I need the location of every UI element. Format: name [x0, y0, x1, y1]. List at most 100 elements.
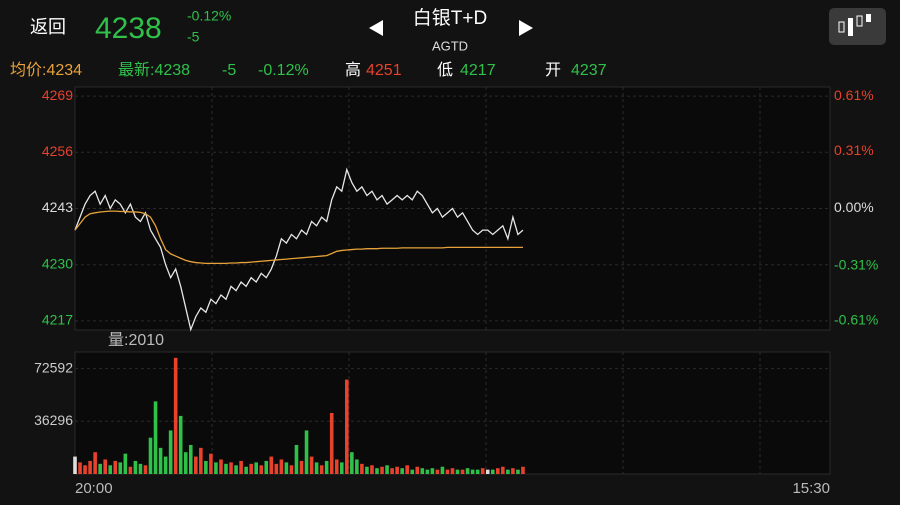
- next-arrow[interactable]: [519, 20, 533, 36]
- header-change-pct: -0.12%: [187, 8, 231, 24]
- y-tick-label: 4243: [42, 199, 73, 215]
- volume-bar: [299, 460, 304, 474]
- volume-bar: [410, 469, 415, 474]
- volume-bar: [350, 452, 354, 474]
- header-price: 4238: [95, 12, 162, 45]
- chart-type-button[interactable]: [829, 8, 886, 45]
- volume-bar: [360, 463, 364, 474]
- volume-bar: [480, 468, 485, 474]
- volume-panel: [74, 351, 831, 475]
- volume-bar: [445, 469, 450, 474]
- stat-open-label: 开: [545, 62, 561, 79]
- volume-bar: [405, 465, 409, 474]
- y2-tick-label: 0.31%: [834, 142, 874, 158]
- stat-high-label: 高: [345, 61, 361, 79]
- volume-bar: [375, 468, 379, 474]
- volume-bar: [435, 469, 440, 474]
- volume-bar: [194, 456, 198, 474]
- stat-last: 最新:4238: [118, 61, 190, 79]
- volume-bar: [249, 463, 253, 474]
- x-tick-label: 20:00: [75, 480, 113, 497]
- volume-bar: [264, 460, 269, 474]
- volume-bar: [143, 465, 148, 474]
- volume-bar: [73, 456, 77, 474]
- volume-bar: [153, 401, 158, 474]
- volume-bar: [123, 453, 128, 474]
- volume-bar: [113, 460, 118, 474]
- volume-bar: [380, 466, 384, 474]
- volume-bar: [173, 357, 178, 474]
- volume-bar: [521, 466, 525, 474]
- volume-bar: [475, 469, 480, 474]
- volume-bar: [168, 430, 173, 474]
- volume-bar: [83, 465, 87, 474]
- price-line: [74, 167, 524, 332]
- volume-bar: [355, 459, 359, 474]
- volume-bar: [370, 465, 374, 474]
- volume-bar: [158, 447, 163, 474]
- volume-bar: [309, 456, 314, 474]
- volume-bar: [128, 466, 133, 474]
- header-code: AGTD: [432, 38, 468, 53]
- volume-bar: [334, 459, 339, 474]
- volume-bar: [319, 465, 324, 474]
- volume-bar: [254, 462, 258, 474]
- volume-bar: [314, 462, 319, 474]
- volume-bar: [188, 444, 193, 474]
- volume-label: 量:2010: [108, 332, 164, 349]
- volume-bar: [425, 469, 430, 474]
- volume-bar: [118, 462, 123, 474]
- y-tick-label: 4217: [42, 312, 73, 328]
- volume-bar: [199, 447, 203, 474]
- y-tick-label: 4269: [42, 87, 73, 103]
- avg-line: [74, 210, 523, 265]
- volume-bar: [284, 462, 289, 474]
- volume-bar: [148, 437, 153, 474]
- y-tick-label: 4256: [42, 143, 73, 159]
- volume-bar: [304, 430, 309, 474]
- prev-arrow[interactable]: [369, 20, 383, 36]
- volume-bar: [289, 465, 294, 474]
- header-change: -5: [187, 29, 200, 45]
- icon-candle: [848, 18, 853, 36]
- volume-bar: [178, 415, 183, 474]
- volume-bar: [93, 452, 97, 474]
- header-title: 白银T+D: [413, 7, 487, 29]
- volume-bar: [511, 468, 515, 474]
- volume-tick-label: 72592: [34, 359, 73, 375]
- volume-bar: [209, 453, 213, 474]
- volume-bar: [430, 468, 435, 474]
- volume-bar: [345, 379, 349, 474]
- volume-bar: [244, 466, 248, 474]
- volume-bar: [183, 452, 188, 474]
- volume-bar: [420, 468, 425, 474]
- volume-bar: [234, 465, 238, 474]
- volume-bar: [450, 468, 455, 474]
- y2-tick-label: 0.00%: [834, 199, 874, 215]
- volume-bar: [98, 463, 102, 474]
- volume-bar: [415, 466, 420, 474]
- y2-tick-label: 0.61%: [834, 87, 874, 103]
- volume-bar: [465, 468, 470, 474]
- volume-bar: [259, 465, 264, 474]
- icon-candle: [866, 14, 871, 22]
- volume-bar: [224, 463, 228, 474]
- icon-candle: [838, 21, 845, 33]
- volume-bar: [279, 459, 284, 474]
- stat-change-pct: -0.12%: [258, 62, 309, 79]
- icon-candle: [856, 15, 863, 27]
- volume-bar: [400, 468, 404, 474]
- volume-tick-label: 36296: [34, 412, 73, 428]
- volume-bar: [329, 413, 334, 474]
- stat-avg: 均价:4234: [10, 61, 82, 79]
- volume-bar: [496, 468, 500, 474]
- back-button[interactable]: 返回: [30, 17, 66, 37]
- volume-bar: [490, 469, 495, 474]
- stat-change: -5: [222, 62, 236, 79]
- volume-bar: [229, 462, 233, 474]
- volume-bar: [390, 468, 394, 474]
- volume-bar: [470, 469, 475, 474]
- volume-bar: [108, 465, 113, 474]
- volume-bar: [78, 462, 82, 474]
- volume-bar: [204, 460, 208, 474]
